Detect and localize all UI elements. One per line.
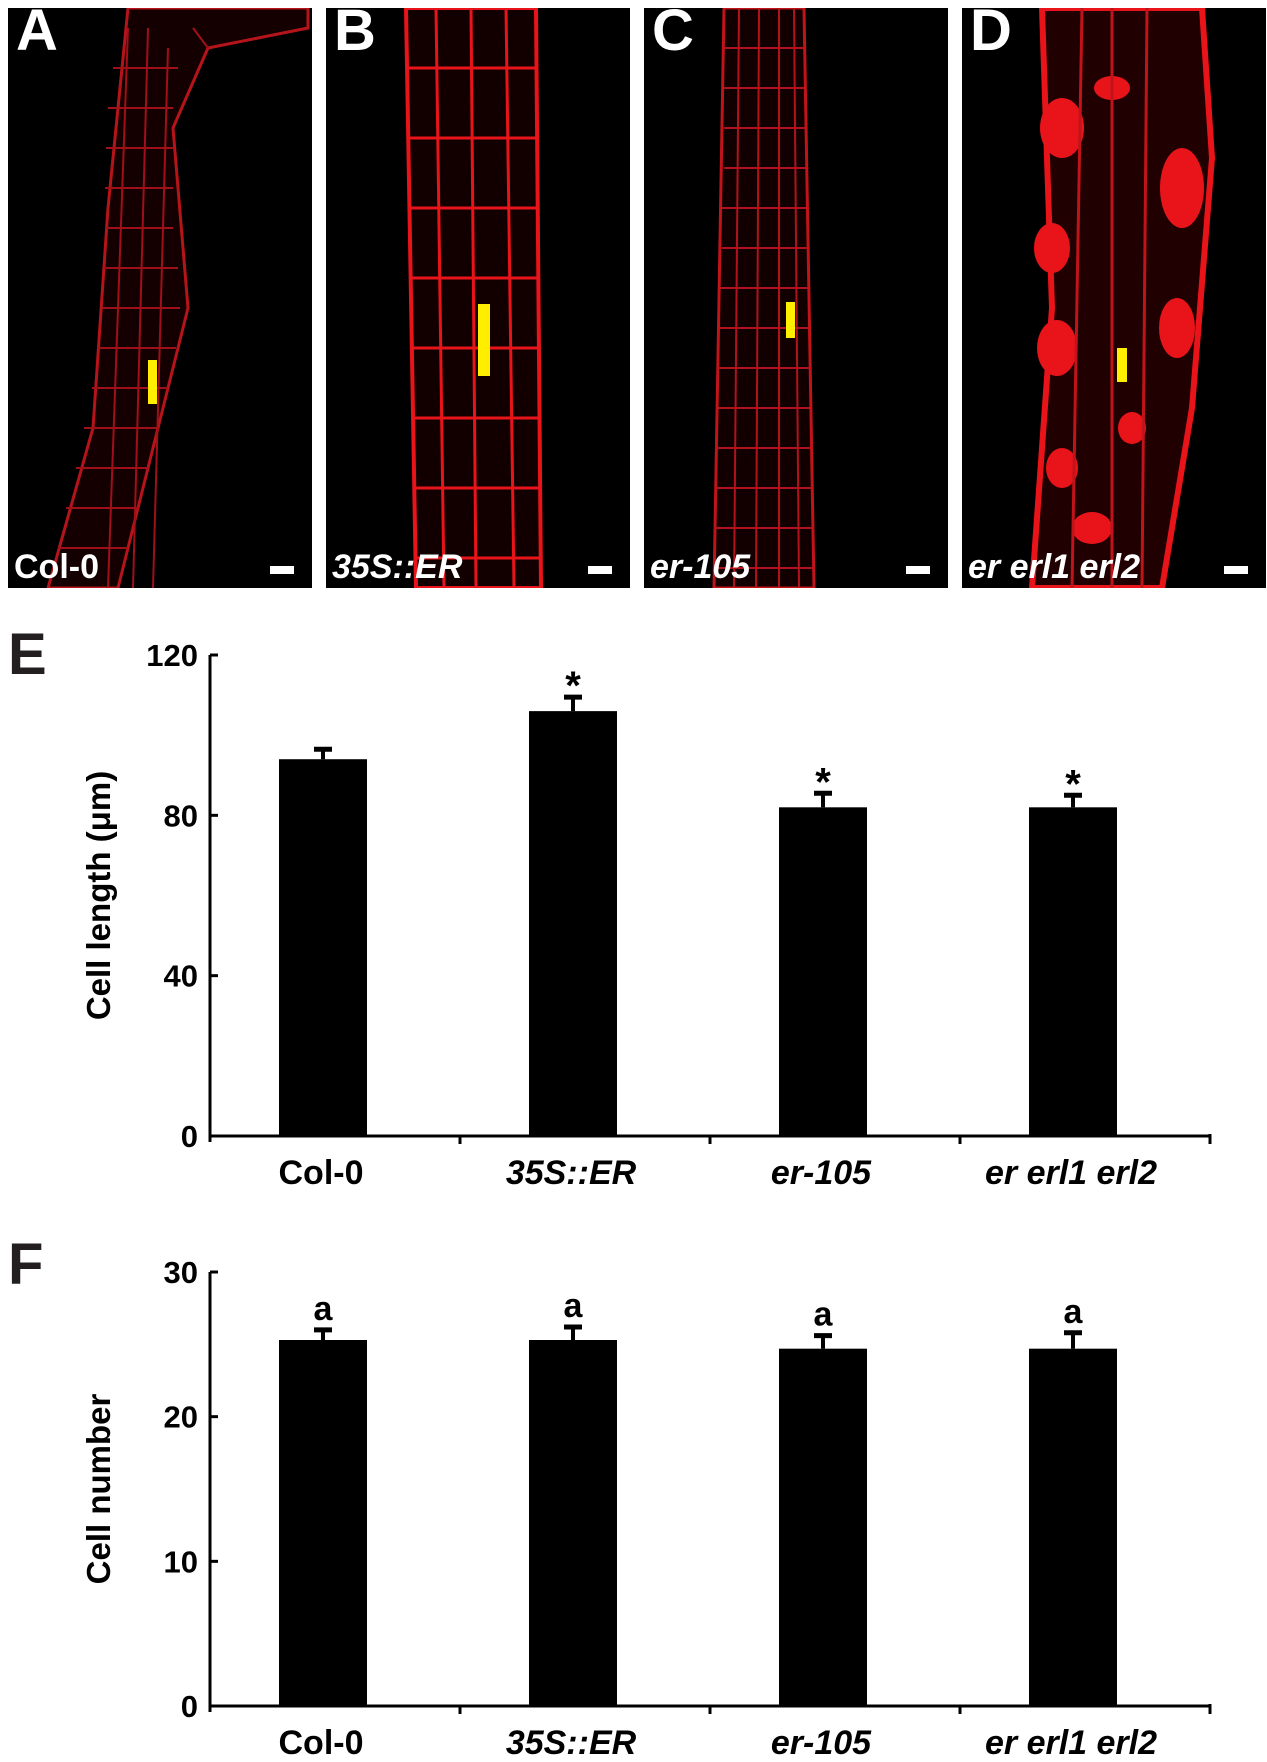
bar	[279, 759, 367, 1136]
scale-bar	[270, 566, 294, 574]
y-tick-label: 80	[164, 798, 198, 833]
panel-letter: B	[334, 8, 376, 63]
y-tick-label: 40	[164, 959, 198, 994]
genotype-label: 35S::ER	[332, 548, 463, 586]
root-image-a	[46, 8, 310, 588]
scale-bar	[1224, 566, 1248, 574]
micrograph-panel-c: C er-105	[644, 8, 948, 588]
scale-bar	[588, 566, 612, 574]
panel-letter: A	[16, 8, 58, 63]
y-tick-label: 0	[181, 1689, 198, 1724]
y-tick-label: 0	[181, 1119, 198, 1154]
y-axis-label: Cell number	[80, 1393, 117, 1584]
panel-letter: D	[970, 8, 1012, 63]
micrograph-panel-d: D er erl1 erl2	[962, 8, 1266, 588]
bar	[779, 1348, 867, 1706]
panel-letter-e: E	[8, 622, 47, 687]
significance-label: *	[565, 664, 581, 708]
category-label: Col-0	[279, 1154, 364, 1192]
genotype-label: Col-0	[14, 548, 99, 586]
significance-label: *	[815, 760, 831, 804]
category-label: er erl1 erl2	[985, 1154, 1157, 1192]
category-label: 35S::ER	[506, 1154, 637, 1192]
category-label: er-105	[771, 1724, 872, 1762]
genotype-label: er-105	[650, 548, 751, 586]
y-tick-label: 30	[164, 1255, 198, 1290]
root-image-d	[1028, 8, 1216, 588]
significance-label: a	[1064, 1293, 1084, 1331]
root-image-b	[403, 8, 544, 588]
y-axis-label: Cell length (μm)	[80, 771, 117, 1020]
significance-label: a	[564, 1287, 584, 1325]
root-image-c	[712, 8, 816, 588]
category-label: Col-0	[279, 1724, 364, 1762]
panel-letter-f: F	[8, 1232, 44, 1297]
bar	[779, 807, 867, 1136]
panel-letter: C	[652, 8, 694, 63]
y-tick-label: 20	[164, 1400, 198, 1435]
micrograph-panel-b: B 35S::ER	[326, 8, 630, 588]
significance-label: a	[814, 1296, 834, 1334]
y-tick-label: 120	[146, 638, 198, 673]
micrograph-panel-a: A Col-0	[8, 8, 312, 588]
category-label: er-105	[771, 1154, 872, 1192]
bar	[1029, 1348, 1117, 1706]
scale-bar	[906, 566, 930, 574]
bar	[1029, 807, 1117, 1136]
significance-label: *	[1065, 762, 1081, 806]
y-tick-label: 10	[164, 1544, 198, 1579]
category-label: 35S::ER	[506, 1724, 637, 1762]
significance-label: a	[314, 1290, 334, 1328]
bar	[529, 1339, 617, 1706]
genotype-label: er erl1 erl2	[968, 548, 1141, 586]
bar	[529, 711, 617, 1136]
bar	[279, 1339, 367, 1706]
category-label: er erl1 erl2	[985, 1724, 1157, 1762]
